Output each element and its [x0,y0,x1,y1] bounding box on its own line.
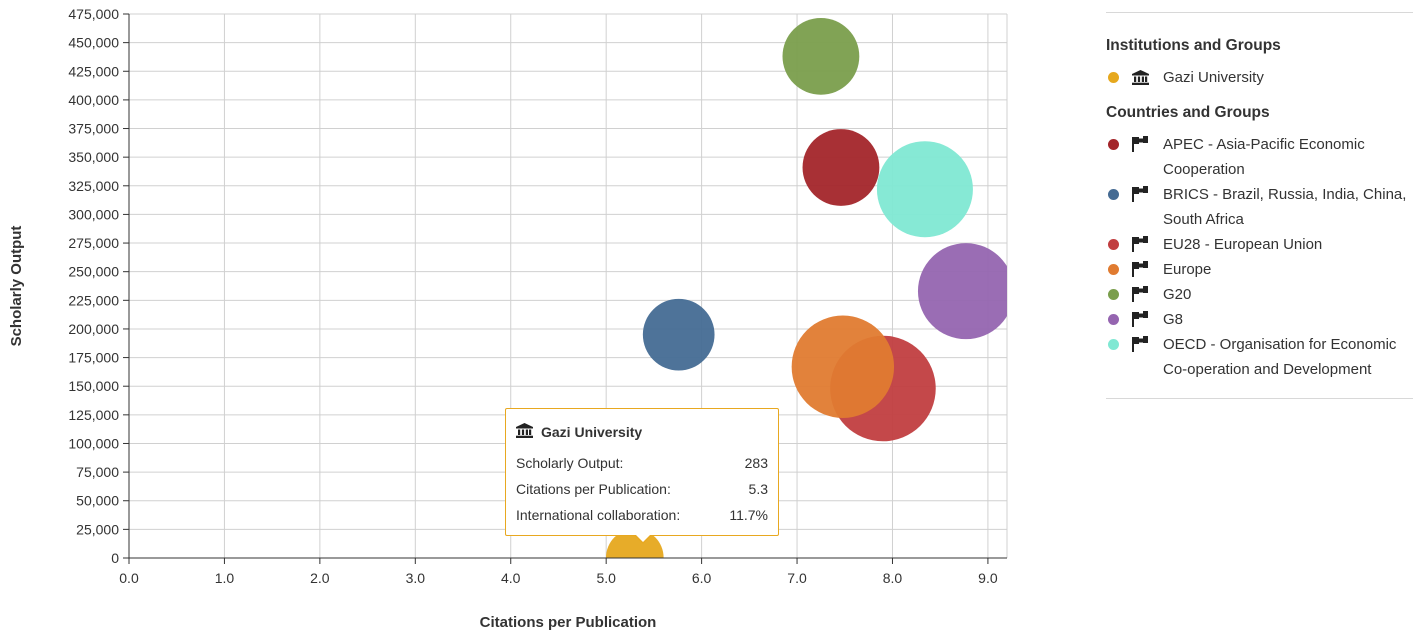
tooltip-row-value: 11.7% [729,507,768,523]
x-tick-label: 2.0 [310,570,330,586]
flag-icon [1131,285,1149,303]
institution-icon [516,423,533,441]
y-tick-label: 475,000 [68,6,119,22]
legend-item-label: EU28 - European Union [1163,236,1323,253]
tooltip-row-citations: Citations per Publication: 5.3 [516,476,768,502]
tooltip-row-label: Scholarly Output: [516,455,624,471]
legend-color-dot [1108,239,1119,250]
y-tick-label: 50,000 [76,493,119,509]
legend-color-dot [1108,339,1119,350]
y-tick-label: 250,000 [68,264,119,280]
tooltip-row-collaboration: International collaboration: 11.7% [516,502,768,528]
y-tick-label: 175,000 [68,350,119,366]
x-tick-label: 8.0 [883,570,903,586]
legend-color-dot [1108,72,1119,83]
legend-color-dot [1108,189,1119,200]
legend-item[interactable]: EU28 - European Union [1106,232,1413,257]
y-tick-label: 325,000 [68,178,119,194]
legend-item-label: Gazi University [1163,69,1264,86]
x-tick-label: 7.0 [787,570,807,586]
tooltip-row-label: Citations per Publication: [516,481,671,497]
flag-icon [1131,310,1149,328]
legend-item[interactable]: BRICS - Brazil, Russia, India, China, So… [1106,182,1413,232]
bubble-chart: 0.0 1.0 2.0 3.0 4.0 5.0 6.0 7.0 8.0 9.0 0 25,000 50,… [8,6,1014,631]
legend-item-label: G20 [1163,286,1192,303]
x-tick-label: 3.0 [406,570,426,586]
x-tick-label: 1.0 [215,570,235,586]
bubble-g20[interactable] [782,17,860,95]
institution-icon [1131,68,1149,86]
chart-bubbles [606,17,1014,558]
bubble-brics[interactable] [642,298,715,371]
legend-list-countries: APEC - Asia-Pacific Economic Cooperation… [1106,132,1413,382]
y-axis-title: Scholarly Output [8,226,25,347]
y-tick-label: 0 [111,550,119,566]
x-tick-label: 9.0 [978,570,998,586]
legend-group-title-countries: Countries and Groups [1106,104,1270,121]
legend-list-institutions: Gazi University [1106,65,1413,90]
legend-color-dot [1108,264,1119,275]
legend-item-label: Europe [1163,261,1212,278]
x-tick-label: 6.0 [692,570,712,586]
tooltip-arrow-inner [635,534,651,542]
flag-icon [1131,185,1149,203]
bubble-oecd[interactable] [876,141,973,238]
legend-color-dot [1108,314,1119,325]
legend-item[interactable]: G8 [1106,307,1413,332]
y-tick-label: 225,000 [68,292,119,308]
chart-legend: Institutions and Groups Gazi University … [1106,12,1413,399]
tooltip-row-label: International collaboration: [516,507,681,523]
y-tick-label: 25,000 [76,521,119,537]
data-tooltip: Gazi University Scholarly Output: 283 Ci… [505,408,779,544]
x-axis-title: Citations per Publication [480,614,657,631]
legend-color-dot [1108,139,1119,150]
y-tick-label: 450,000 [68,35,119,51]
legend-item-label: BRICS - Brazil, Russia, India, China, So… [1163,186,1407,228]
tooltip-row-value: 283 [744,455,768,471]
y-tick-label: 275,000 [68,235,119,251]
legend-group-title-institutions: Institutions and Groups [1106,37,1281,54]
tooltip-row-scholarly-output: Scholarly Output: 283 [516,450,768,476]
y-tick-label: 300,000 [68,206,119,222]
legend-item-label: G8 [1163,311,1184,328]
chart-axes: 0.0 1.0 2.0 3.0 4.0 5.0 6.0 7.0 8.0 9.0 0 25,000 50,… [68,6,1007,586]
y-tick-label: 150,000 [68,378,119,394]
tooltip-title: Gazi University [516,423,768,441]
y-tick-label: 125,000 [68,407,119,423]
x-tick-label: 4.0 [501,570,521,586]
bubble-europe[interactable] [791,315,895,418]
legend-color-dot [1108,289,1119,300]
y-tick-label: 75,000 [76,464,119,480]
y-tick-label: 400,000 [68,92,119,108]
x-tick-label: 0.0 [119,570,139,586]
legend-item-label: APEC - Asia-Pacific Economic Cooperation [1163,136,1365,178]
legend-item[interactable]: Europe [1106,257,1413,282]
legend-item[interactable]: APEC - Asia-Pacific Economic Cooperation [1106,132,1413,182]
y-tick-label: 100,000 [68,435,119,451]
flag-icon [1131,260,1149,278]
legend-item[interactable]: G20 [1106,282,1413,307]
flag-icon [1131,235,1149,253]
tooltip-row-value: 5.3 [748,481,768,497]
legend-item[interactable]: Gazi University [1106,65,1413,90]
flag-icon [1131,335,1149,353]
flag-icon [1131,135,1149,153]
tooltip-title-text: Gazi University [541,424,643,440]
bubble-g8[interactable] [917,243,1014,340]
y-tick-label: 350,000 [68,149,119,165]
y-tick-label: 425,000 [68,63,119,79]
legend-item-label: OECD - Organisation for Economic Co-oper… [1163,336,1397,378]
y-tick-label: 200,000 [68,321,119,337]
legend-item[interactable]: OECD - Organisation for Economic Co-oper… [1106,332,1413,382]
x-tick-label: 5.0 [596,570,616,586]
bubble-apec[interactable] [802,129,880,206]
y-tick-label: 375,000 [68,121,119,137]
